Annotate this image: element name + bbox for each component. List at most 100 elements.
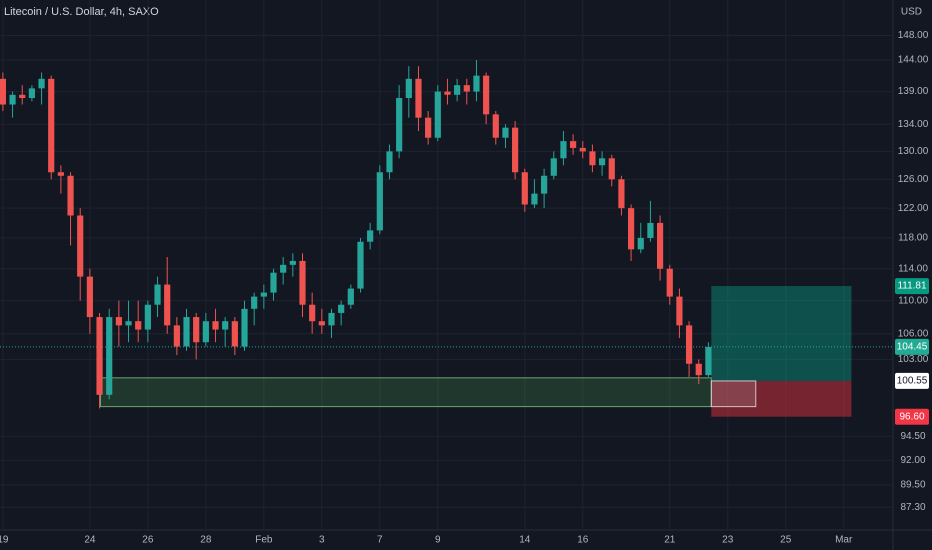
candle-body (676, 296, 683, 326)
candle-body (666, 268, 673, 297)
candle-body (386, 151, 393, 173)
candle-body (38, 78, 45, 89)
candle-body (154, 284, 161, 305)
x-tick-label: 9 (435, 535, 441, 546)
target-price-label: 111.81 (897, 281, 927, 292)
candle-body (647, 222, 654, 238)
candle-body (9, 94, 16, 105)
y-tick-label: 114.00 (898, 263, 928, 274)
x-tick-label: Feb (255, 535, 273, 546)
candle-body (57, 172, 64, 176)
candle-body (260, 292, 267, 297)
candle-body (289, 260, 296, 265)
candle-body (579, 147, 586, 152)
candle-body (415, 78, 422, 118)
y-tick-label: 87.30 (900, 502, 925, 513)
loss-zone (711, 380, 852, 417)
y-tick-label: 130.00 (898, 146, 929, 157)
candle-body (656, 222, 664, 269)
candle-body (425, 117, 432, 138)
x-tick-label: 21 (664, 535, 676, 546)
candle-body (202, 321, 209, 343)
candle-body (241, 308, 248, 347)
candle-body (492, 114, 499, 138)
x-tick-label: 19 (0, 535, 9, 546)
candle-body (280, 264, 287, 273)
y-tick-label: 110.00 (898, 295, 928, 306)
candle-body (473, 75, 480, 92)
position-range (710, 380, 757, 408)
candle-body (608, 158, 615, 180)
candle-body (212, 321, 219, 330)
x-tick-label: 25 (780, 535, 792, 546)
y-tick-label: 148.00 (898, 30, 929, 41)
chart-title: Litecoin / U.S. Dollar, 4h, SAXO (4, 6, 159, 18)
candle-body (183, 317, 190, 347)
candle-body (434, 91, 441, 138)
y-tick-label: 89.50 (900, 480, 925, 491)
candle-body (251, 296, 258, 309)
candle-body (309, 304, 316, 322)
candle-body (115, 317, 122, 326)
candle-body (367, 230, 374, 242)
candle-body (144, 304, 151, 330)
candle-body (454, 85, 461, 95)
candle-body (96, 317, 103, 395)
candle-body (338, 304, 345, 313)
candle-body (396, 98, 403, 152)
y-tick-label: 92.00 (900, 455, 925, 466)
y-tick-label: 126.00 (898, 174, 929, 185)
candle-body (463, 85, 470, 92)
candle-body (164, 284, 171, 326)
x-tick-label: 23 (722, 535, 734, 546)
candle-body (627, 208, 635, 250)
x-tick-label: 16 (577, 535, 589, 546)
candle-body (357, 241, 364, 289)
candle-body (521, 172, 528, 205)
candle-body (19, 94, 26, 99)
candle-body (618, 179, 625, 209)
x-tick-label: 7 (377, 535, 383, 546)
candle-body (550, 158, 557, 176)
y-tick-label: 134.00 (898, 119, 929, 130)
currency-label[interactable]: USD (901, 7, 922, 18)
profit-zone (711, 286, 852, 381)
candle-body (125, 321, 132, 326)
candle-body (405, 78, 412, 99)
candle-body (299, 260, 306, 305)
y-tick-label: 94.50 (900, 431, 925, 442)
candle-body (0, 78, 6, 105)
candle-body (231, 321, 238, 347)
candle-body (328, 312, 335, 326)
y-tick-label: 122.00 (898, 203, 929, 214)
candle-body (560, 141, 567, 159)
stop-price-label-bg (895, 408, 929, 425)
candle-body (28, 88, 35, 99)
candle-body (318, 321, 325, 326)
x-tick-label: 28 (200, 535, 212, 546)
candle-body (173, 325, 180, 347)
candle-body (637, 237, 644, 250)
candle-body (512, 127, 519, 173)
candle-body (705, 346, 712, 376)
candle-body (589, 151, 596, 166)
candle-body (135, 321, 142, 330)
candle-body (77, 215, 84, 277)
candle-body (444, 91, 451, 95)
candle-body (193, 317, 200, 343)
y-tick-label: 144.00 (898, 55, 929, 66)
x-tick-label: 24 (84, 535, 96, 546)
candle-body (270, 272, 277, 293)
candle-body (570, 141, 577, 148)
y-tick-label: 139.00 (898, 86, 929, 97)
candle-body (376, 172, 383, 231)
candle-body (347, 288, 354, 305)
candle-body (531, 193, 538, 205)
x-tick-label: Mar (835, 535, 853, 546)
candle-body (502, 127, 509, 138)
y-tick-label: 103.00 (898, 354, 929, 365)
x-tick-label: 26 (142, 535, 154, 546)
